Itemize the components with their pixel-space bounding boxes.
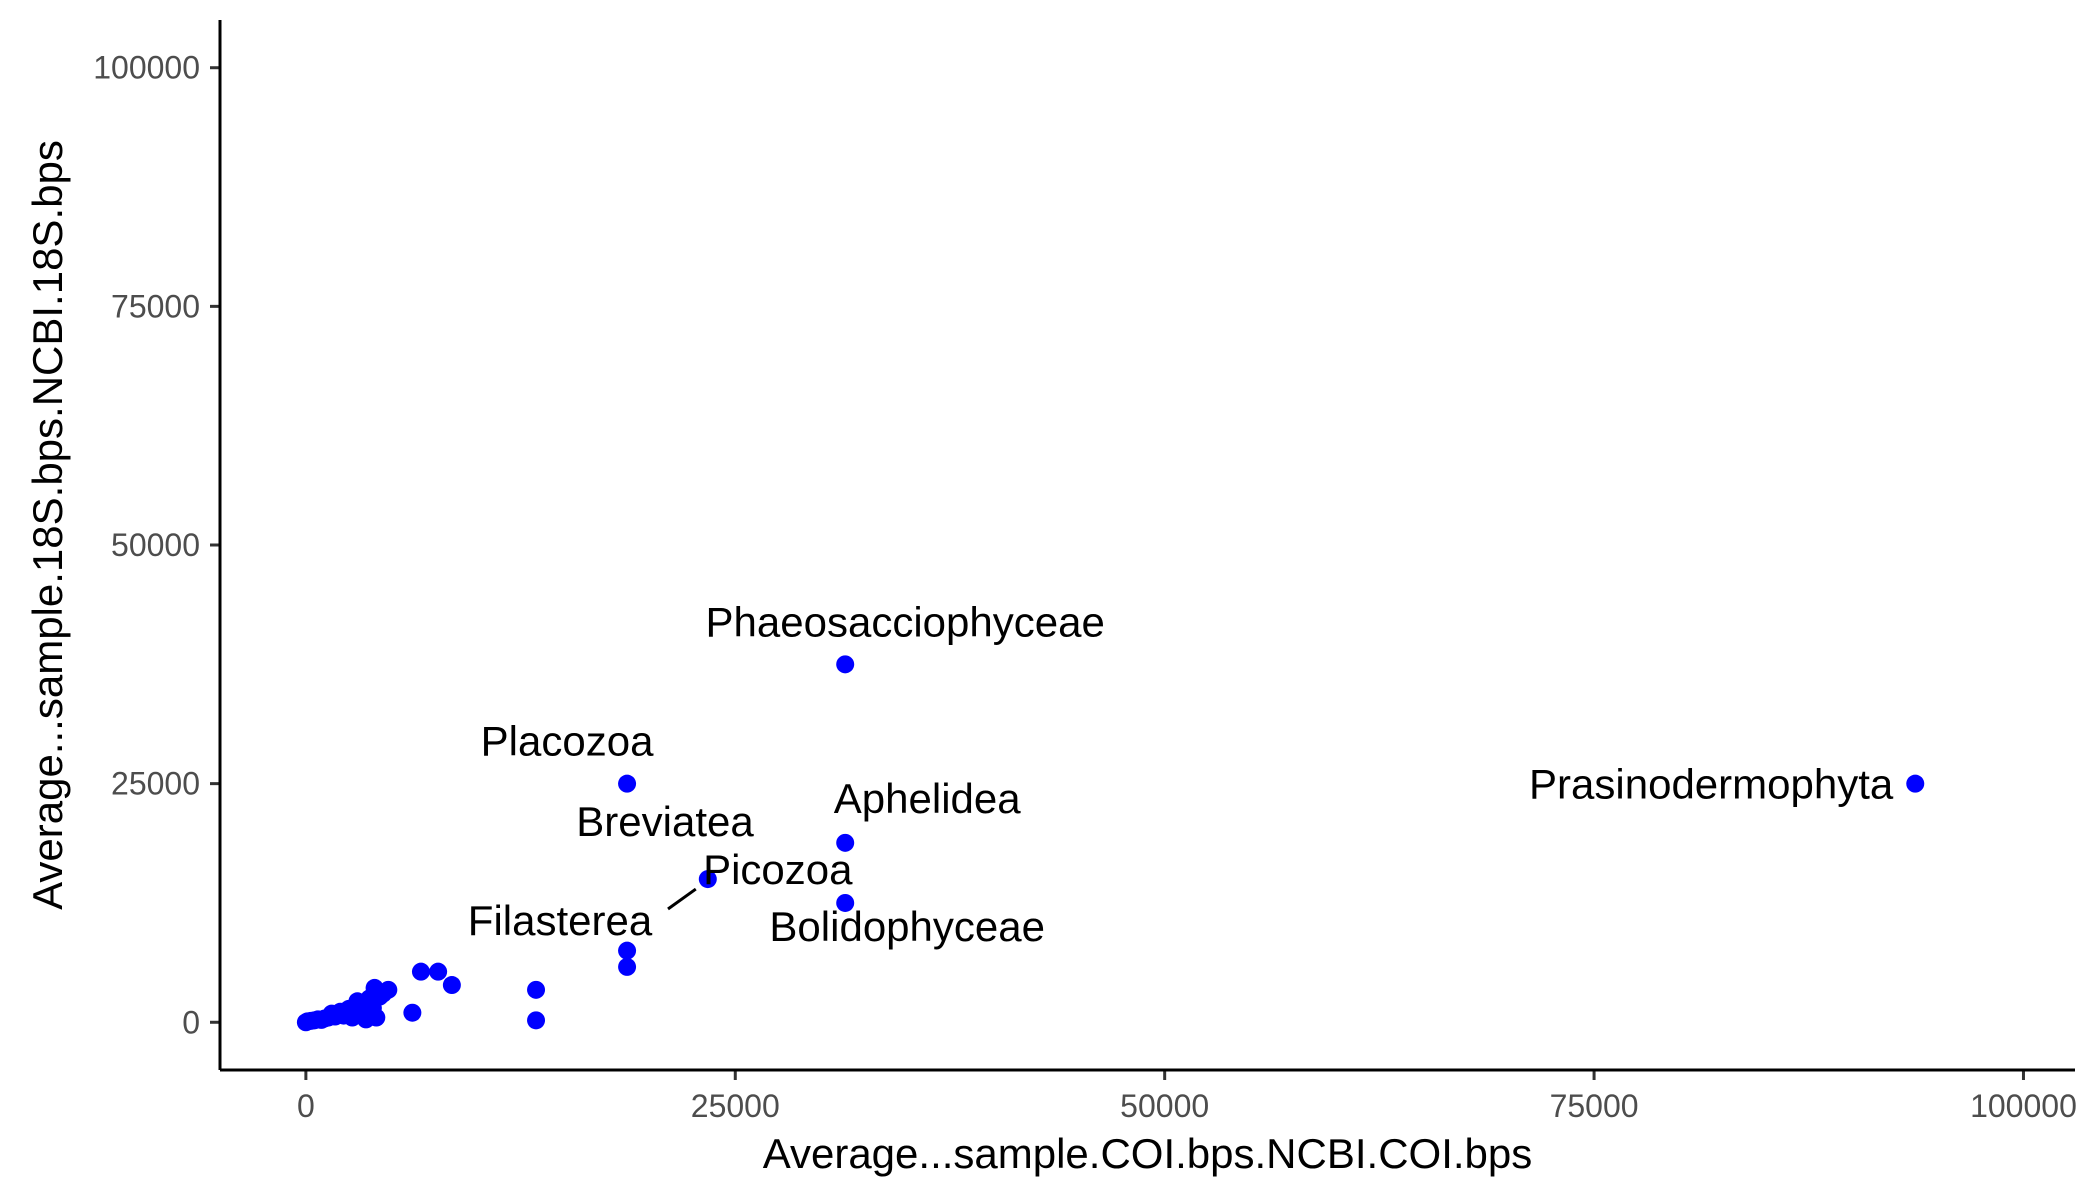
- x-tick-label: 0: [297, 1088, 315, 1124]
- data-point: [442, 976, 461, 995]
- point-label-picozoa: Picozoa: [703, 846, 853, 893]
- y-tick-label: 50000: [111, 527, 200, 563]
- x-tick-label: 25000: [691, 1088, 780, 1124]
- annotation-breviatea: Breviatea: [576, 798, 754, 845]
- x-tick-label: 50000: [1120, 1088, 1209, 1124]
- data-point: [367, 1008, 386, 1027]
- point-label-aphelidea: Aphelidea: [834, 775, 1021, 822]
- annotation-filasterea: Filasterea: [468, 897, 653, 944]
- data-point-bolidophyceae: [836, 893, 855, 912]
- x-tick-label: 100000: [1970, 1088, 2077, 1124]
- data-point: [411, 962, 430, 981]
- data-point: [527, 980, 546, 999]
- y-tick-label: 25000: [111, 766, 200, 802]
- y-tick-label: 0: [182, 1004, 200, 1040]
- points-layer: [296, 655, 1925, 1032]
- point-label-placozoa: Placozoa: [481, 718, 654, 765]
- y-axis-title: Average...sample.18S.bps.NCBI.18S.bps: [24, 140, 71, 910]
- data-point-picozoa: [698, 870, 717, 889]
- point-label-bolidophyceae: Bolidophyceae: [769, 903, 1045, 950]
- data-point: [618, 957, 637, 976]
- x-tick-label: 75000: [1550, 1088, 1639, 1124]
- y-tick-label: 100000: [93, 50, 200, 86]
- y-tick-label: 75000: [111, 288, 200, 324]
- data-point: [618, 941, 637, 960]
- labels-layer: Placozoa Picozoa Phaeosacciophyceae Aphelid…: [468, 598, 1894, 950]
- x-axis-title: Average...sample.COI.bps.NCBI.COI.bps: [763, 1130, 1533, 1177]
- data-point-aphelidea: [836, 833, 855, 852]
- data-point: [379, 980, 398, 999]
- point-label-prasinodermophyta: Prasinodermophyta: [1529, 761, 1894, 808]
- data-point-phaeosacciophyceae: [836, 655, 855, 674]
- data-point: [429, 962, 448, 981]
- data-point: [527, 1011, 546, 1030]
- data-point: [403, 1003, 422, 1022]
- ticks-layer: 0 25000 50000 75000 100000 0 25000 50000 75000 10…: [93, 50, 2077, 1124]
- label-leader-line: [667, 887, 697, 911]
- point-label-phaeosacciophyceae: Phaeosacciophyceae: [706, 598, 1105, 645]
- data-point-placozoa: [618, 774, 637, 793]
- data-point-prasinodermophyta: [1906, 774, 1925, 793]
